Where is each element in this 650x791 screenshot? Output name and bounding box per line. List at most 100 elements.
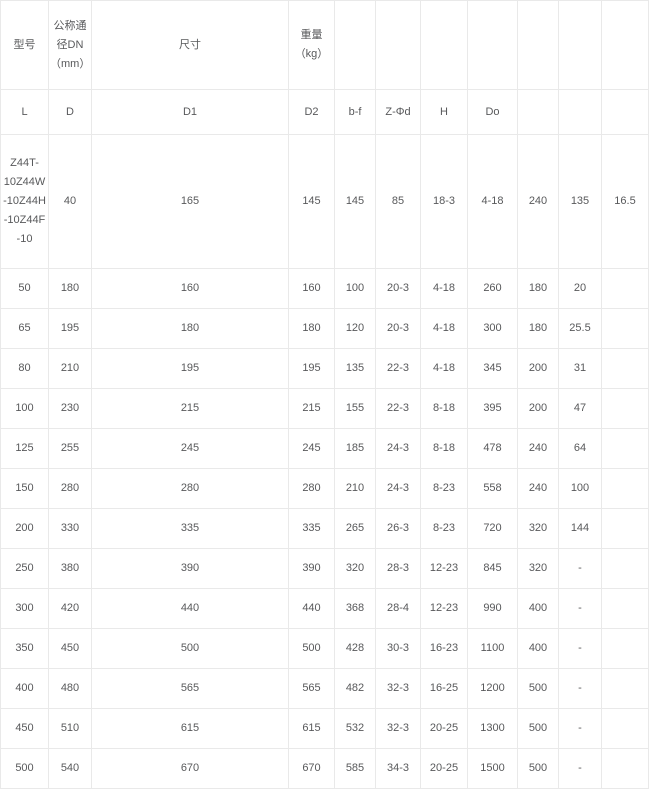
cell-z-phi-d: 26-3 — [375, 508, 421, 549]
table-row: 125 255 245 245 185 24-3 8-18 478 240 64 — [0, 428, 649, 469]
cell-extra-2: 25.5 — [558, 308, 602, 349]
cell-extra-1: 200 — [517, 348, 559, 389]
cell-z-phi-d: 20-3 — [375, 308, 421, 349]
header-cell-model: 型号 — [0, 0, 49, 90]
cell-l: 125 — [0, 428, 49, 469]
cell-l: 50 — [0, 268, 49, 309]
cell-d1: 145 — [288, 134, 335, 269]
cell-l: 200 — [0, 508, 49, 549]
cell-l: 250 — [0, 548, 49, 589]
subheader-cell-d: D — [48, 89, 92, 135]
cell-do: 845 — [467, 548, 518, 589]
cell-l: 450 — [0, 708, 49, 749]
cell-extra-3 — [601, 628, 649, 669]
cell-d: 230 — [48, 388, 92, 429]
cell-d2: 245 — [288, 428, 335, 469]
header-cell-blank-2 — [375, 0, 421, 90]
cell-extra-2: 100 — [558, 468, 602, 509]
cell-extra-1: 500 — [517, 668, 559, 709]
table-subheader-row: L D D1 D2 b-f Z-Φd H Do — [0, 89, 649, 135]
cell-extra-3 — [601, 748, 649, 789]
cell-h: 20-25 — [420, 708, 468, 749]
table-row: 100 230 215 215 155 22-3 8-18 395 200 47 — [0, 388, 649, 429]
header-cell-blank-1 — [334, 0, 376, 90]
cell-d2: 335 — [288, 508, 335, 549]
cell-l: 80 — [0, 348, 49, 389]
cell-d2: 160 — [288, 268, 335, 309]
cell-bf: 368 — [334, 588, 376, 629]
cell-bf: 428 — [334, 628, 376, 669]
cell-h: 4-18 — [420, 308, 468, 349]
cell-z-phi-d: 28-4 — [375, 588, 421, 629]
cell-d1: 440 — [91, 588, 289, 629]
table-row: 400 480 565 565 482 32-3 16-25 1200 500 … — [0, 668, 649, 709]
cell-do: 260 — [467, 268, 518, 309]
cell-extra-2: 144 — [558, 508, 602, 549]
cell-d2: 215 — [288, 388, 335, 429]
subheader-cell-blank-1 — [517, 89, 559, 135]
cell-extra-3 — [601, 708, 649, 749]
header-cell-dimensions: 尺寸 — [91, 0, 289, 90]
cell-z-phi-d: 34-3 — [375, 748, 421, 789]
cell-z-phi-d: 30-3 — [375, 628, 421, 669]
cell-z-phi-d: 18-3 — [420, 134, 468, 269]
cell-z-phi-d: 32-3 — [375, 668, 421, 709]
cell-bf: 135 — [334, 348, 376, 389]
cell-h: 8-18 — [420, 428, 468, 469]
table-row: 80 210 195 195 135 22-3 4-18 345 200 31 — [0, 348, 649, 389]
cell-d2: 565 — [288, 668, 335, 709]
subheader-cell-blank-3 — [601, 89, 649, 135]
cell-l: 400 — [0, 668, 49, 709]
cell-bf: 100 — [334, 268, 376, 309]
subheader-cell-bf: b-f — [334, 89, 376, 135]
cell-h: 4-18 — [420, 348, 468, 389]
subheader-cell-d1: D1 — [91, 89, 289, 135]
cell-h: 12-23 — [420, 548, 468, 589]
cell-bf: 320 — [334, 548, 376, 589]
cell-d1: 160 — [91, 268, 289, 309]
cell-l: 100 — [0, 388, 49, 429]
table-row: 50 180 160 160 100 20-3 4-18 260 180 20 — [0, 268, 649, 309]
cell-h: 8-23 — [420, 508, 468, 549]
cell-z-phi-d: 22-3 — [375, 348, 421, 389]
table-row: 200 330 335 335 265 26-3 8-23 720 320 14… — [0, 508, 649, 549]
cell-extra-1: 400 — [517, 628, 559, 669]
cell-d2: 195 — [288, 348, 335, 389]
cell-d: 195 — [48, 308, 92, 349]
cell-extra-2: - — [558, 628, 602, 669]
header-cell-blank-4 — [467, 0, 518, 90]
cell-d2: 145 — [334, 134, 376, 269]
cell-do: 558 — [467, 468, 518, 509]
cell-h: 4-18 — [420, 268, 468, 309]
cell-d: 450 — [48, 628, 92, 669]
cell-extra-3 — [601, 668, 649, 709]
cell-d1: 280 — [91, 468, 289, 509]
table-row: 350 450 500 500 428 30-3 16-23 1100 400 … — [0, 628, 649, 669]
cell-extra-1: 400 — [517, 588, 559, 629]
cell-extra-2: - — [558, 708, 602, 749]
header-cell-blank-7 — [601, 0, 649, 90]
cell-l: 300 — [0, 588, 49, 629]
table-row: 65 195 180 180 120 20-3 4-18 300 180 25.… — [0, 308, 649, 349]
cell-extra-2: 16.5 — [601, 134, 649, 269]
cell-d2: 390 — [288, 548, 335, 589]
cell-d1: 335 — [91, 508, 289, 549]
cell-d2: 615 — [288, 708, 335, 749]
cell-bf: 155 — [334, 388, 376, 429]
cell-bf: 585 — [334, 748, 376, 789]
cell-d2: 500 — [288, 628, 335, 669]
cell-d: 255 — [48, 428, 92, 469]
subheader-cell-h: H — [420, 89, 468, 135]
cell-h: 4-18 — [467, 134, 518, 269]
cell-z-phi-d: 20-3 — [375, 268, 421, 309]
cell-h: 8-18 — [420, 388, 468, 429]
subheader-cell-z-phi-d: Z-Φd — [375, 89, 421, 135]
cell-extra-1: 135 — [558, 134, 602, 269]
table-row: 250 380 390 390 320 28-3 12-23 845 320 - — [0, 548, 649, 589]
cell-d1: 195 — [91, 348, 289, 389]
cell-extra-1: 320 — [517, 548, 559, 589]
cell-l: 40 — [48, 134, 92, 269]
cell-extra-2: - — [558, 668, 602, 709]
